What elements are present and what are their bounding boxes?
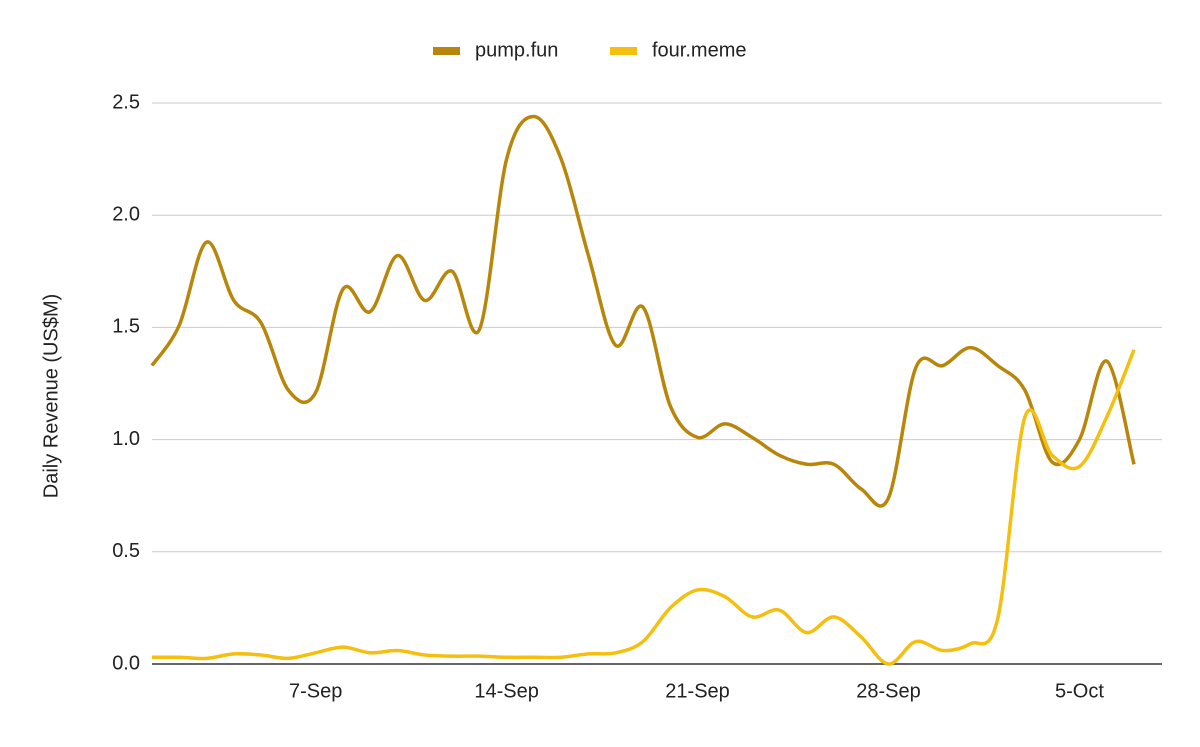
series-line [151,349,1136,666]
y-tick-label: 1.0 [112,428,140,450]
y-tick-label: 0.5 [112,540,140,562]
y-tick-label: 2.0 [112,203,140,225]
y-axis-title: Daily Revenue (US$M) [40,294,62,499]
x-tick-label: 7-Sep [289,680,342,702]
y-tick-label: 0.0 [112,652,140,674]
legend-label: pump.fun [475,39,558,61]
legend-swatch [610,47,637,55]
x-tick-label: 28-Sep [856,680,921,702]
x-tick-label: 14-Sep [474,680,539,702]
legend-swatch [433,47,460,55]
series-line [150,114,1136,508]
legend-label: four.meme [652,39,746,61]
x-tick-label: 21-Sep [665,680,730,702]
x-tick-label: 5-Oct [1055,680,1104,702]
y-tick-label: 1.5 [112,316,140,338]
y-tick-label: 2.5 [112,91,140,113]
